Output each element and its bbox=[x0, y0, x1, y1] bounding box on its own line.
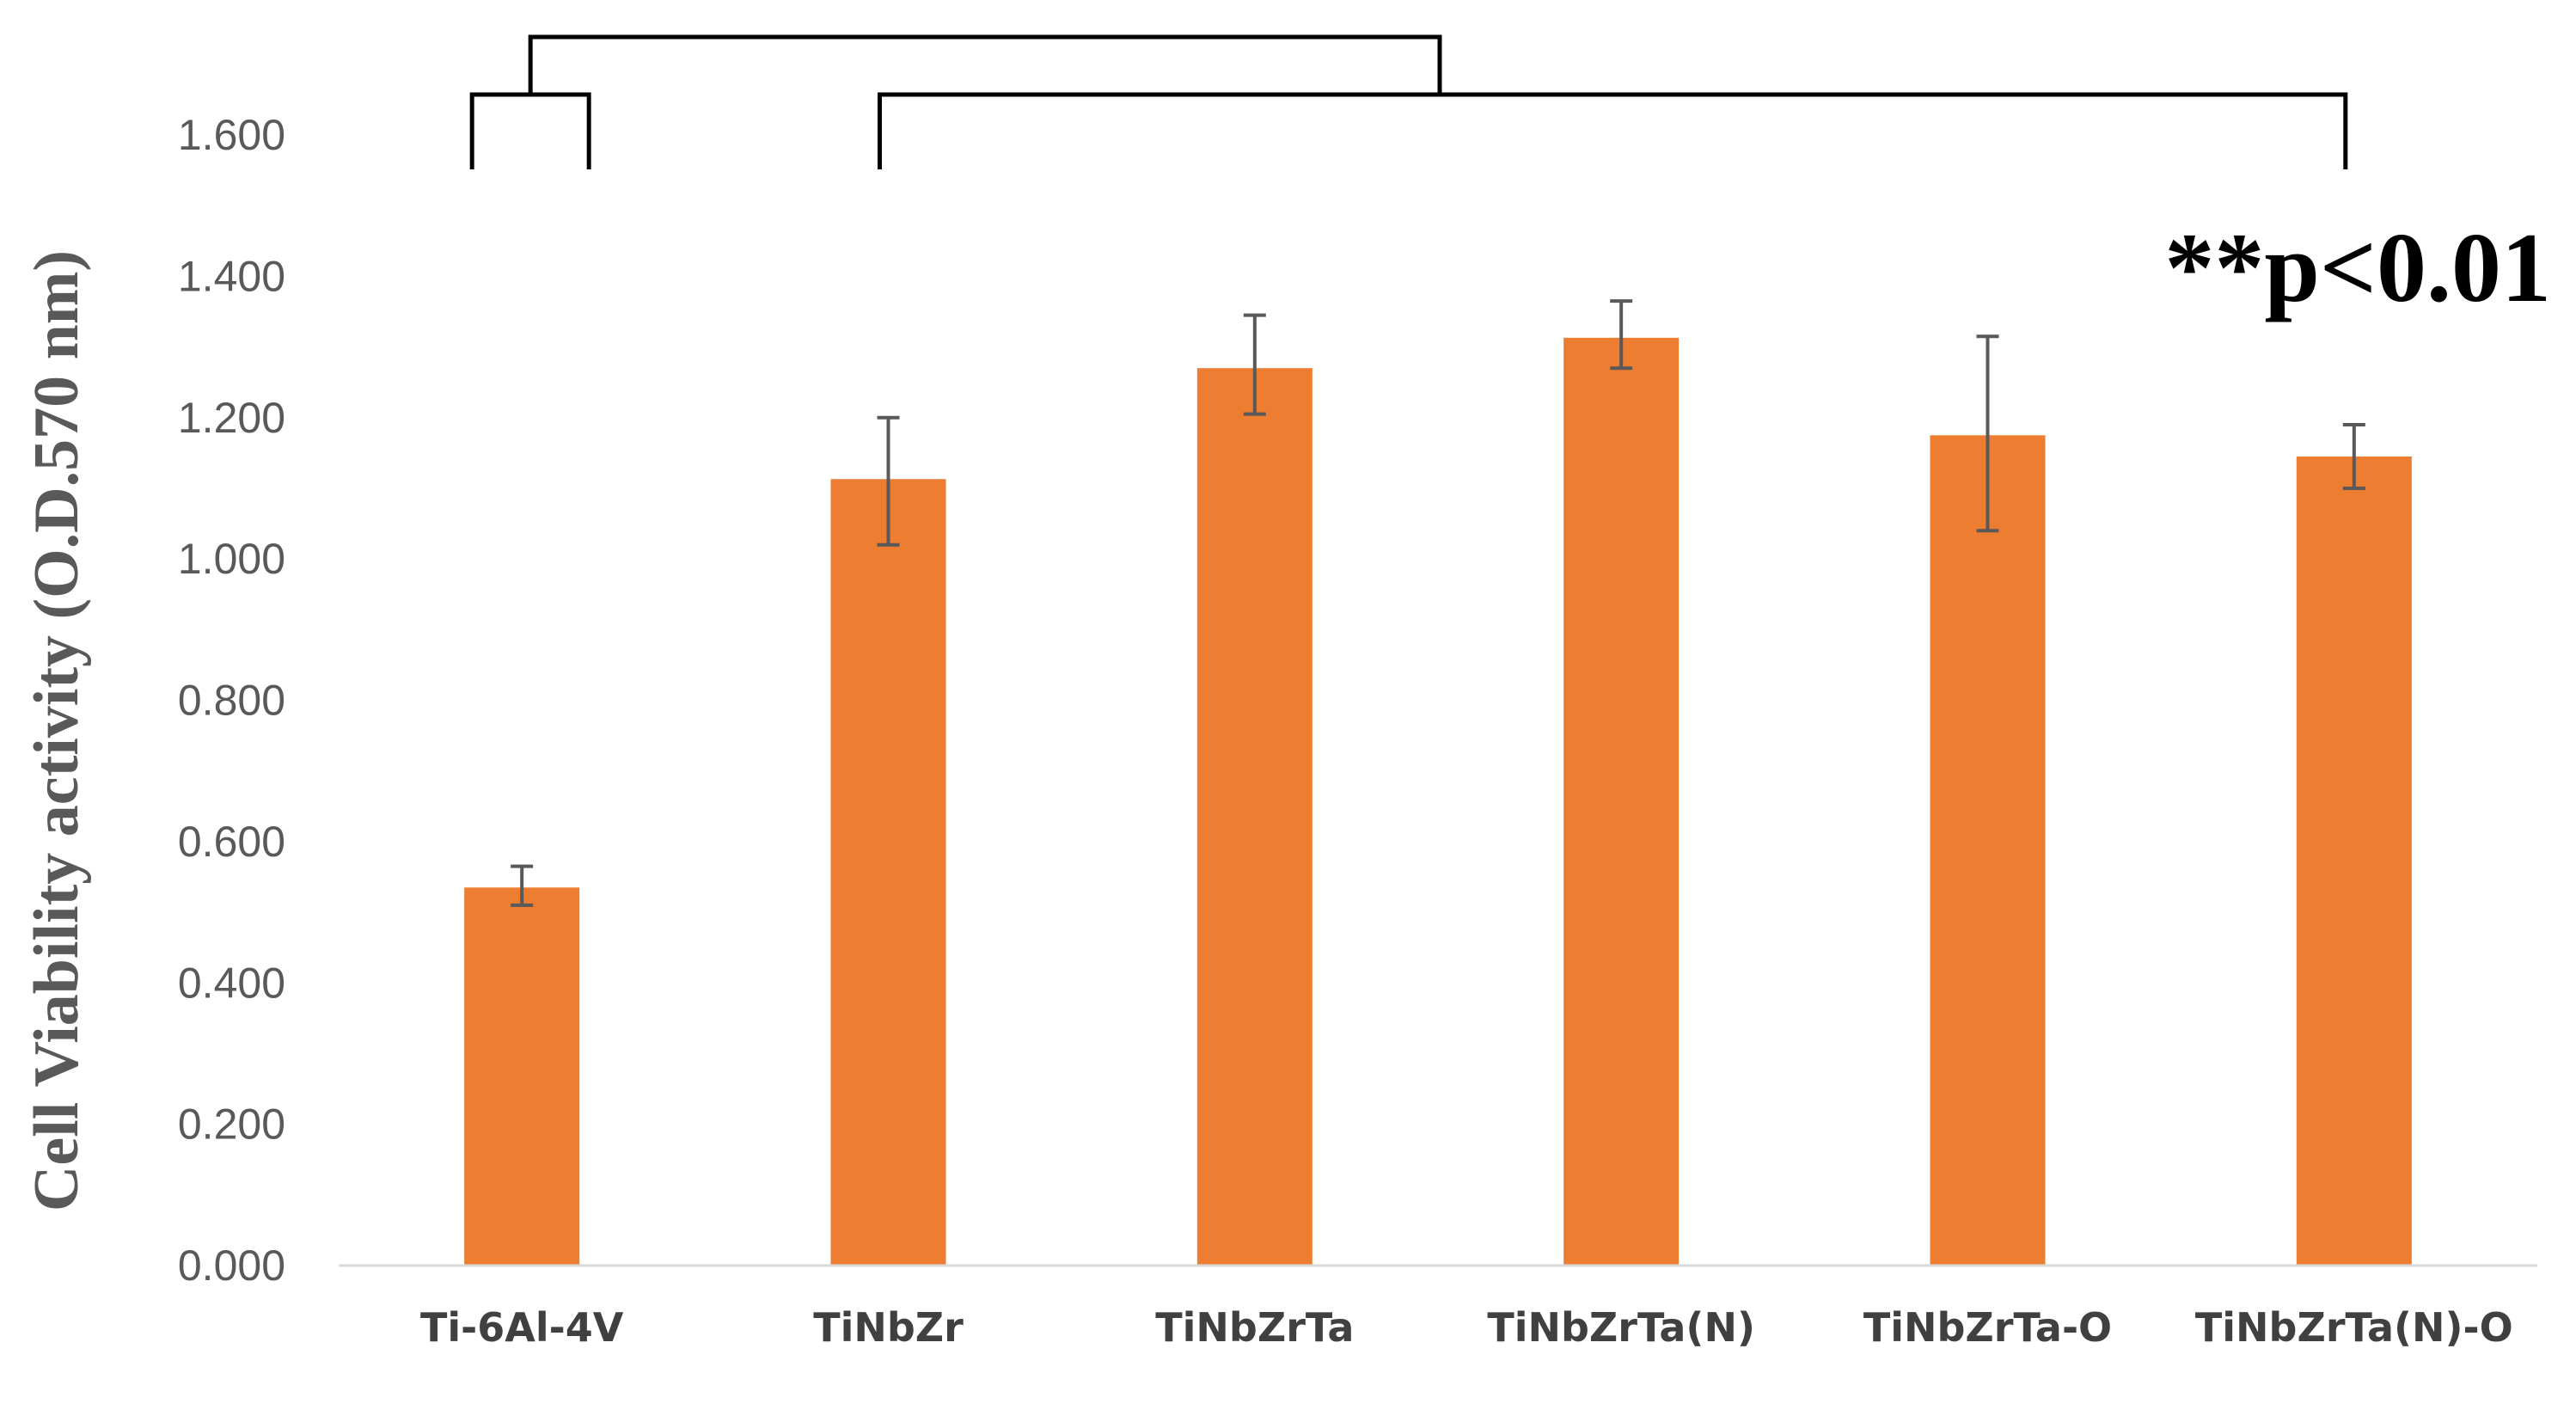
error-bar-4 bbox=[1976, 334, 1999, 533]
bracket-connector bbox=[528, 34, 1442, 95]
significance-bracket-0 bbox=[469, 34, 2348, 169]
significance-brackets bbox=[469, 34, 2348, 169]
y-tick-label: 0.000 bbox=[178, 1241, 285, 1290]
bar-5 bbox=[2296, 456, 2412, 1266]
y-tick-label: 1.400 bbox=[178, 252, 285, 300]
error-bar-3 bbox=[1610, 299, 1633, 371]
y-axis-title: Cell Viability activity (O.D.570 nm) bbox=[21, 250, 92, 1211]
error-bar-5 bbox=[2342, 422, 2365, 490]
bar-2 bbox=[1196, 368, 1312, 1266]
bar-3 bbox=[1563, 337, 1680, 1266]
x-tick-label: Ti-6Al-4V bbox=[420, 1304, 624, 1351]
x-tick-label: TiNbZrTa(N)-O bbox=[2195, 1304, 2513, 1351]
bracket-left-group bbox=[469, 92, 591, 169]
x-axis-labels: Ti-6Al-4V TiNbZr TiNbZrTa TiNbZrTa(N) TiNbZr… bbox=[420, 1304, 2513, 1351]
bracket-right-group bbox=[878, 92, 2348, 169]
y-tick-label: 0.400 bbox=[178, 959, 285, 1007]
bars bbox=[464, 337, 2412, 1266]
y-tick-label: 1.200 bbox=[178, 394, 285, 442]
error-bar-2 bbox=[1243, 313, 1266, 416]
bar-1 bbox=[830, 479, 946, 1266]
y-tick-label: 0.200 bbox=[178, 1100, 285, 1149]
x-tick-label: TiNbZrTa-O bbox=[1863, 1304, 2112, 1351]
error-bar-1 bbox=[877, 415, 900, 547]
bar-4 bbox=[1930, 435, 2046, 1266]
error-bars bbox=[511, 299, 2365, 907]
bar-0 bbox=[464, 887, 580, 1266]
error-bar-0 bbox=[511, 864, 534, 907]
y-tick-label: 1.000 bbox=[178, 535, 285, 583]
x-tick-label: TiNbZrTa bbox=[1155, 1304, 1354, 1351]
y-axis-ticks: 0.000 0.200 0.400 0.600 0.800 1.000 1.200 1.400… bbox=[178, 111, 285, 1290]
x-tick-label: TiNbZrTa(N) bbox=[1487, 1304, 1755, 1351]
y-tick-label: 0.600 bbox=[178, 818, 285, 866]
y-tick-label: 1.600 bbox=[178, 111, 285, 159]
y-tick-label: 0.800 bbox=[178, 677, 285, 725]
x-tick-label: TiNbZr bbox=[813, 1304, 964, 1351]
significance-annotation: **p<0.01 bbox=[2164, 213, 2551, 323]
